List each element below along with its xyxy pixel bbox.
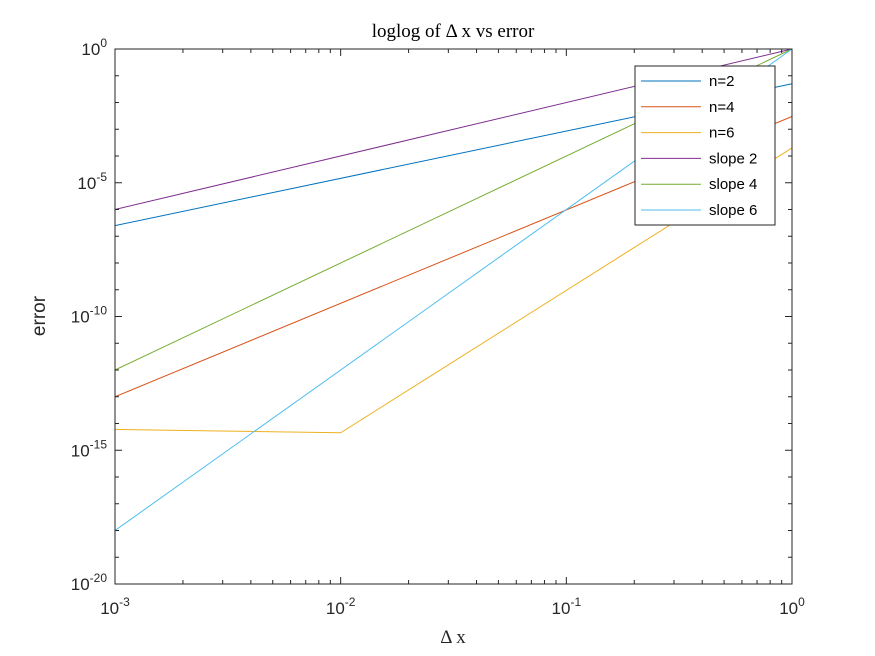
legend-label: n=6	[709, 125, 734, 142]
ticks-layer: 10-3 10-2 10-1 100 10-20 10-15 10-10 10-5 100	[71, 36, 805, 618]
legend-label: n=4	[709, 99, 734, 116]
series-line-3	[114, 147, 793, 434]
chart-title: loglog of Δ x vs error	[372, 21, 535, 42]
legend-box	[634, 65, 776, 226]
legend-label: slope 2	[709, 150, 757, 167]
y-tick-label: 10-15	[71, 437, 108, 460]
legend: n=2 n=4 n=6 slope 2 slope 4 slope 6	[634, 65, 776, 226]
legend-label: slope 4	[709, 176, 757, 193]
x-tick-label: 10-3	[100, 595, 130, 618]
y-tick-label: 10-10	[71, 304, 108, 327]
y-tick-label: 100	[81, 36, 107, 59]
legend-label: slope 6	[709, 202, 757, 219]
x-tick-label: 100	[779, 595, 805, 618]
y-tick-label: 10-20	[71, 571, 108, 594]
x-axis-label: Δ x	[440, 627, 466, 648]
legend-label: n=2	[709, 73, 734, 90]
y-tick-label: 10-5	[77, 170, 107, 193]
x-tick-label: 10-2	[326, 595, 356, 618]
x-tick-label: 10-1	[552, 595, 582, 618]
y-axis-label: error	[29, 295, 50, 336]
